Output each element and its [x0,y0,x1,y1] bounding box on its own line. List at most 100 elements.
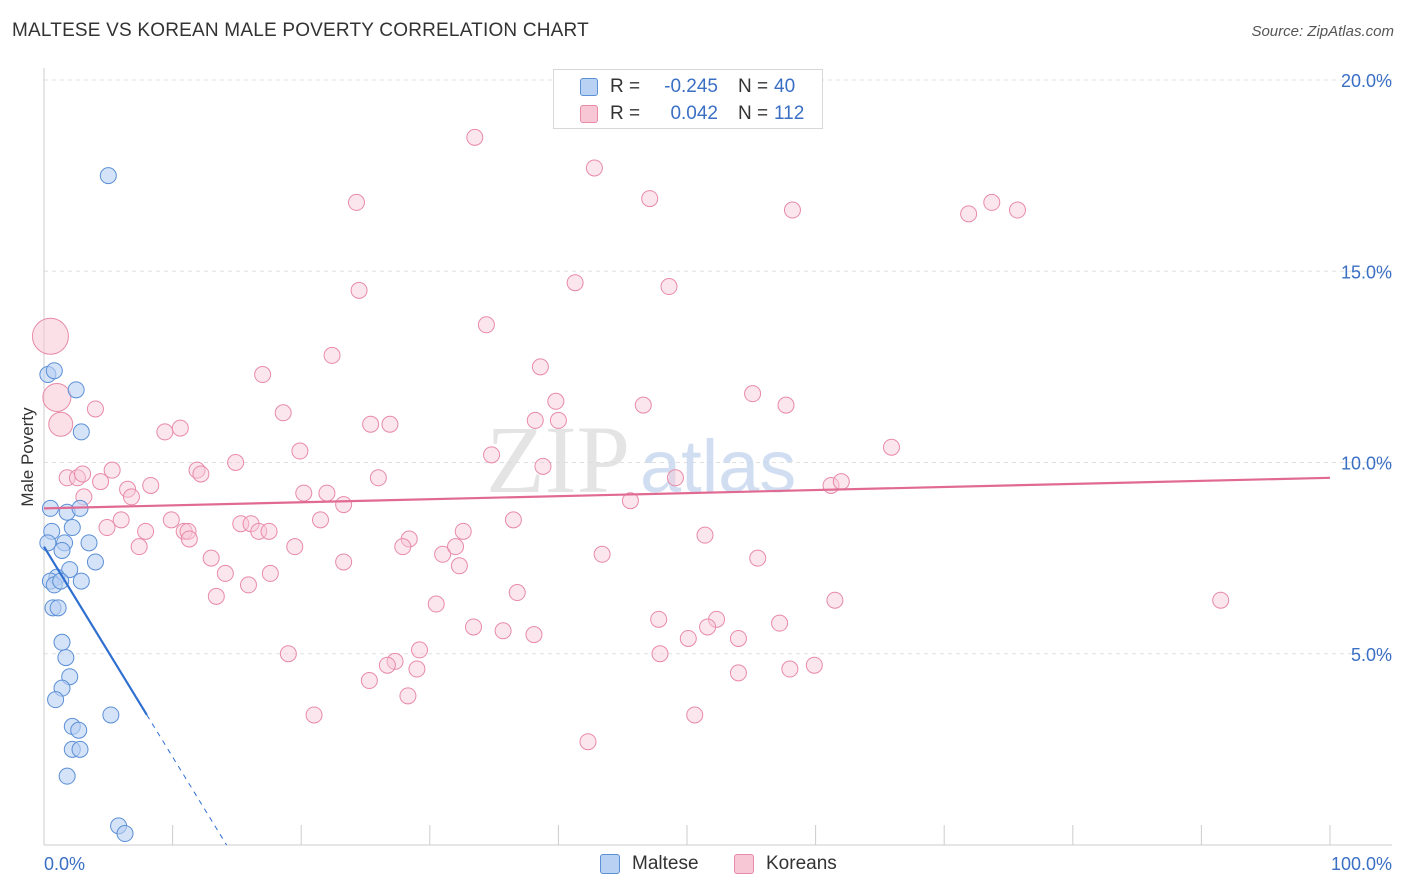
legend-row-koreans: R = 0.042 N = 112 [580,102,804,126]
koreans-point [119,480,137,498]
maltese-trend-extension [146,714,228,846]
koreans-point [274,404,292,422]
koreans-swatch [580,105,598,123]
koreans-legend-label: Koreans [766,853,837,874]
maltese-point [58,767,76,785]
koreans-point [122,488,140,506]
koreans-point [311,511,329,529]
koreans-point [783,201,801,219]
maltese-point [72,572,90,590]
koreans-point [362,415,380,433]
koreans-point [826,591,844,609]
koreans-point [137,522,155,540]
y-tick-label: 20.0% [1341,71,1392,91]
koreans-point [162,511,180,529]
koreans-point [960,205,978,223]
koreans-point [531,358,549,376]
stats-legend: R = -0.245 N = 40 R = 0.042 N = 112 [553,69,823,129]
koreans-point [305,706,323,724]
koreans-point [547,392,565,410]
koreans-point [171,419,189,437]
koreans-point [318,484,336,502]
koreans-point [525,626,543,644]
axes [43,68,1392,846]
maltese-point [47,691,65,709]
koreans-point [450,557,468,575]
koreans-point [323,346,341,364]
koreans-point [399,687,417,705]
x-tick-label: 0.0% [44,854,85,874]
bottom-legend-koreans: Koreans [734,851,837,877]
maltese-point [71,740,89,758]
koreans-point [526,411,544,429]
koreans-point [350,281,368,299]
koreans-point [508,584,526,602]
koreans-point [378,656,396,674]
koreans-point [832,473,850,491]
koreans-point [882,438,900,456]
koreans-point [534,457,552,475]
koreans-point [156,423,174,441]
koreans-point [103,461,121,479]
koreans-point [98,519,116,537]
tick-labels: 5.0% 10.0% 15.0% 20.0% 0.0% 100.0% [44,71,1392,874]
koreans-point [686,706,704,724]
koreans-point [286,538,304,556]
y-tick-label: 15.0% [1341,262,1392,282]
koreans-point [771,614,789,632]
koreans-point [295,484,313,502]
koreans-point [494,622,512,640]
koreans-r-value: 0.042 [670,103,718,124]
koreans-point [585,159,603,177]
chart-source: Source: ZipAtlas.com [1251,23,1394,40]
koreans-point [216,564,234,582]
koreans-point [427,595,445,613]
koreans-point [679,629,697,647]
koreans-point [254,366,272,384]
trend-lines [43,476,1331,846]
koreans-point [805,656,823,674]
maltese-point [39,534,57,552]
koreans-point [434,545,452,563]
koreans-n-value: 112 [774,103,805,124]
koreans-point [408,660,426,678]
koreans-point [92,473,110,491]
koreans-point [180,530,198,548]
koreans-point [983,193,1001,211]
maltese-points [39,167,134,843]
koreans-point [202,549,220,567]
koreans-point [477,316,495,334]
koreans-point [729,629,747,647]
koreans-point [447,538,465,556]
maltese-point [102,706,120,724]
bottom-legend-maltese: Maltese [600,851,699,877]
x-tick-label: 100.0% [1331,854,1392,874]
legend-n-label: N = [738,76,769,97]
koreans-point [369,469,387,487]
koreans-point [566,274,584,292]
koreans-point [660,278,678,296]
watermark-atlas: atlas [640,425,796,508]
maltese-point [67,381,85,399]
maltese-point [45,362,63,380]
maltese-point [53,541,71,559]
koreans-point [579,733,597,751]
koreans-point [261,564,279,582]
y-tick-label: 5.0% [1351,645,1392,665]
koreans-point [192,465,210,483]
koreans-point [232,515,250,533]
koreans-point-large [42,382,72,412]
koreans-point [454,522,472,540]
maltese-point [53,633,71,651]
koreans-point-large [48,411,74,437]
koreans-point [651,645,669,663]
koreans-point [386,652,404,670]
koreans-point [696,526,714,544]
maltese-point [63,519,81,537]
koreans-point [347,193,365,211]
koreans-point [641,190,659,208]
koreans-point [781,660,799,678]
koreans-points [31,128,1230,751]
koreans-point [250,522,268,540]
